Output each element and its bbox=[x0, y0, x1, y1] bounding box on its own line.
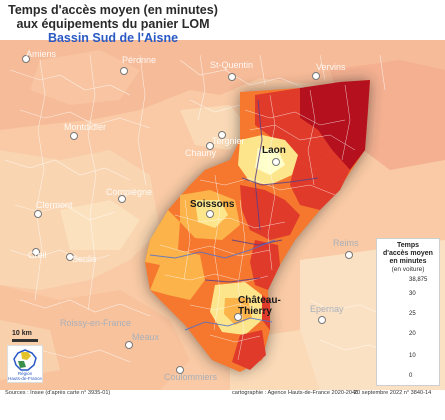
label-roissy: Roissy-en-France bbox=[60, 318, 132, 328]
title-line-1: Temps d'accès moyen (en minutes) bbox=[8, 3, 218, 17]
label-clermont: Clermont bbox=[36, 200, 73, 210]
region-logo: Région Hauts-de-France bbox=[7, 345, 43, 383]
amiens-marker-icon bbox=[22, 55, 30, 63]
footer-sources: Sources : Insee (d'après carte n° 3935-0… bbox=[5, 390, 111, 396]
legend-tick: 30 bbox=[409, 291, 416, 297]
label-epernay: Epernay bbox=[310, 304, 344, 314]
reims-marker-icon bbox=[345, 251, 353, 259]
label-coulommiers: Coulommiers bbox=[164, 372, 218, 382]
map-title: Temps d'accès moyen (en minutes) aux équ… bbox=[6, 3, 220, 45]
legend-title-line1: Temps bbox=[396, 242, 420, 249]
label-chauny: Chauny bbox=[185, 148, 217, 158]
logo-line1: Région bbox=[17, 371, 33, 376]
scale-bar bbox=[12, 339, 38, 342]
legend: Temps d'accès moyen en minutes (en voitu… bbox=[376, 238, 440, 386]
label-tergnier: Tergnier bbox=[212, 136, 245, 146]
label-chateau-line2: Thierry bbox=[238, 306, 272, 317]
label-soissons: Soissons bbox=[190, 199, 235, 210]
label-amiens: Amiens bbox=[26, 49, 57, 59]
logo-line2: Hauts-de-France bbox=[8, 376, 42, 381]
legend-tick: 0 bbox=[409, 373, 413, 379]
legend-unit: (en voiture) bbox=[391, 266, 425, 273]
coulommiers-marker-icon bbox=[176, 366, 184, 374]
label-stquentin: St-Quentin bbox=[210, 60, 254, 70]
soissons-marker-icon bbox=[206, 210, 214, 218]
vervins-marker-icon bbox=[312, 72, 320, 80]
surrounding-region bbox=[0, 40, 445, 390]
creil-marker-icon bbox=[32, 248, 40, 256]
legend-title: Temps d'accès moyen en minutes bbox=[377, 242, 439, 266]
legend-tick: 25 bbox=[409, 311, 416, 317]
footer-date: 20 septembre 2022 n° 3840-14 bbox=[354, 390, 432, 396]
legend-tick: 20 bbox=[409, 331, 416, 337]
legend-tick: 10 bbox=[409, 353, 416, 359]
label-meaux: Meaux bbox=[132, 332, 160, 342]
label-compiegne: Compiègne bbox=[106, 187, 153, 197]
label-vervins: Vervins bbox=[316, 62, 346, 72]
compiegne-marker-icon bbox=[118, 195, 126, 203]
legend-title-line3: en minutes bbox=[389, 258, 427, 265]
legend-tick: 38,875 bbox=[409, 277, 428, 283]
france-map-icon bbox=[13, 349, 37, 371]
footer-cartography: cartographie : Agence Hauts-de-France 20… bbox=[232, 390, 359, 396]
label-laon: Laon bbox=[262, 145, 286, 156]
tergnier-marker-icon bbox=[218, 131, 226, 139]
study-area bbox=[145, 80, 370, 372]
chauny-marker-icon bbox=[206, 142, 214, 150]
scale-label: 10 km bbox=[12, 330, 32, 337]
legend-title-line2: d'accès moyen bbox=[383, 250, 433, 257]
logo-text: Région Hauts-de-France bbox=[8, 371, 42, 381]
title-line-2: aux équipements du panier LOM bbox=[16, 17, 210, 31]
meaux-marker-icon bbox=[125, 341, 133, 349]
clermont-marker-icon bbox=[34, 210, 42, 218]
senlis-marker-icon bbox=[66, 253, 74, 261]
montdidier-marker-icon bbox=[70, 132, 78, 140]
stquentin-marker-icon bbox=[228, 73, 236, 81]
label-peronne: Péronne bbox=[122, 55, 157, 65]
chateau-thierry-marker-icon bbox=[234, 313, 242, 321]
label-reims: Reims bbox=[333, 238, 359, 248]
laon-marker-icon bbox=[272, 158, 280, 166]
peronne-marker-icon bbox=[120, 67, 128, 75]
label-senlis: Senlis bbox=[72, 254, 97, 264]
label-chateau-line1: Château- bbox=[238, 295, 281, 306]
map-subtitle: Bassin Sud de l'Aisne bbox=[47, 31, 179, 45]
label-creil: Creil bbox=[28, 250, 47, 260]
label-montdidier: Montdidier bbox=[64, 122, 107, 132]
epernay-marker-icon bbox=[318, 316, 326, 324]
